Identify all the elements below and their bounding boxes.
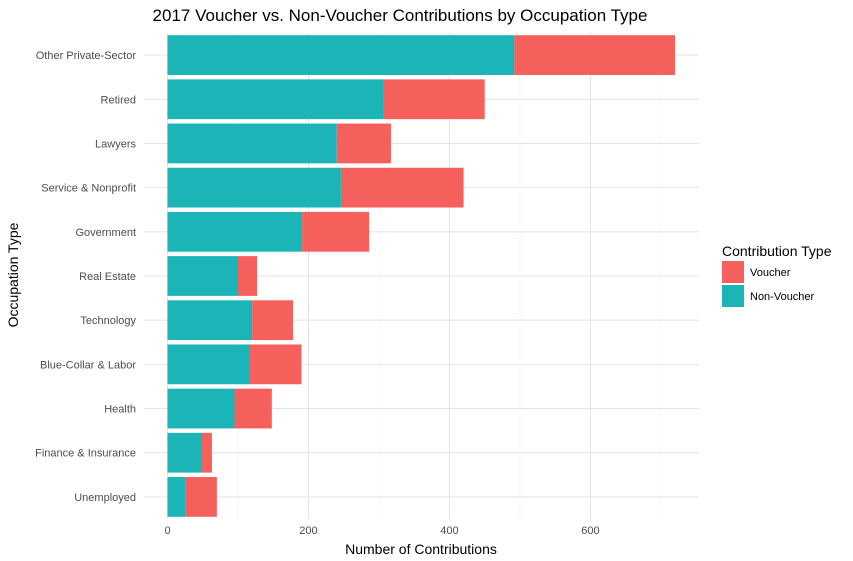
bar-non-voucher	[167, 167, 341, 208]
bar-non-voucher	[167, 123, 337, 164]
bar-non-voucher	[167, 388, 235, 429]
bar-non-voucher	[167, 300, 253, 341]
y-tick-label: Finance & Insurance	[35, 448, 136, 460]
plot-area: Other Private-Sector Retired Lawyers Servic…	[35, 33, 699, 537]
bar-voucher	[302, 211, 370, 252]
bar-non-voucher	[167, 256, 238, 296]
bar-voucher	[340, 167, 464, 208]
x-tick-label: 600	[581, 525, 599, 537]
y-tick-label: Technology	[80, 315, 136, 327]
y-tick-label: Health	[104, 404, 136, 416]
legend-items: Voucher Non-Voucher	[722, 261, 815, 307]
legend-label: Non-Voucher	[750, 291, 815, 303]
y-tick-label: Other Private-Sector	[36, 50, 137, 62]
bar-voucher	[336, 123, 391, 164]
x-tick-label: 0	[164, 525, 170, 537]
y-tick-label: Service & Nonprofit	[41, 183, 136, 195]
y-tick-label: Government	[75, 227, 136, 239]
bar-voucher	[185, 477, 217, 517]
bar-non-voucher	[167, 344, 250, 385]
x-tick-label: 400	[440, 525, 458, 537]
y-tick-label: Real Estate	[79, 271, 136, 283]
y-axis-title: Occupation Type	[5, 222, 21, 327]
bar-voucher	[249, 344, 302, 385]
y-tick-label: Retired	[101, 94, 136, 106]
y-axis-tick-labels: Other Private-Sector Retired Lawyers Servic…	[35, 50, 136, 504]
bar-voucher	[252, 300, 293, 341]
bar-non-voucher	[167, 35, 515, 75]
y-tick-label: Lawyers	[95, 138, 136, 150]
x-axis-tick-labels: 0 200 400 600	[164, 525, 599, 537]
x-tick-label: 200	[299, 525, 317, 537]
legend-label: Voucher	[750, 267, 791, 279]
bars	[167, 35, 676, 517]
bar-voucher	[383, 79, 485, 120]
bar-voucher	[234, 388, 272, 429]
bar-non-voucher	[167, 211, 303, 252]
bar-voucher	[237, 256, 258, 296]
y-tick-label: Unemployed	[74, 492, 136, 504]
chart-title: 2017 Voucher vs. Non-Voucher Contributio…	[153, 6, 648, 25]
bar-non-voucher	[167, 432, 203, 473]
legend-title: Contribution Type	[722, 243, 832, 259]
legend-swatch	[722, 285, 744, 307]
bar-voucher	[514, 35, 676, 75]
legend-swatch	[722, 261, 744, 283]
x-axis-title: Number of Contributions	[345, 541, 497, 557]
bar-non-voucher	[167, 477, 186, 517]
bar-non-voucher	[167, 79, 384, 120]
bar-voucher	[202, 432, 212, 473]
y-tick-label: Blue-Collar & Labor	[40, 359, 136, 371]
legend: Contribution Type Voucher Non-Voucher	[722, 243, 832, 307]
